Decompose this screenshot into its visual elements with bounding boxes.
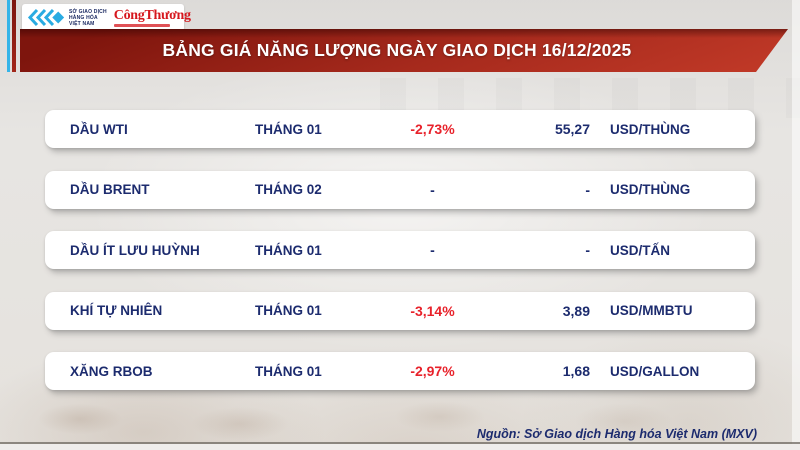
congthuong-tagline-bar: [113, 24, 170, 27]
title-banner: BẢNG GIÁ NĂNG LƯỢNG NGÀY GIAO DỊCH 16/12…: [20, 29, 788, 72]
congthuong-wordmark: CôngThương: [113, 7, 191, 23]
price-unit: USD/THÙNG: [610, 121, 691, 137]
commodity-name: KHÍ TỰ NHIÊN: [70, 303, 163, 318]
percent-change: -: [430, 242, 435, 258]
left-accent-stripe-red: [12, 0, 16, 72]
price-value: 3,89: [562, 302, 590, 319]
left-accent-stripe-cyan: [7, 0, 10, 72]
price-value: -: [585, 242, 590, 258]
price-unit: USD/GALLON: [610, 363, 700, 379]
price-unit: USD/TẤN: [610, 242, 670, 258]
contract-month: THÁNG 01: [255, 303, 322, 318]
commodity-name: DẦU ÍT LƯU HUỲNH: [70, 242, 200, 258]
commodity-name: XĂNG RBOB: [70, 363, 153, 379]
table-row: DẦU WTI THÁNG 01 -2,73% 55,27 USD/THÙNG: [45, 110, 755, 148]
price-table: DẦU WTI THÁNG 01 -2,73% 55,27 USD/THÙNG …: [45, 110, 755, 390]
congthuong-logo: CôngThương: [113, 7, 191, 27]
percent-change: -2,73%: [410, 121, 455, 137]
contract-month: THÁNG 01: [255, 242, 322, 258]
table-row: DẦU ÍT LƯU HUỲNH THÁNG 01 - - USD/TẤN: [45, 231, 755, 269]
commodity-name: DẦU WTI: [70, 121, 128, 137]
mxv-logo-text: SỞ GIAO DỊCH HÀNG HÓA VIỆT NAM: [69, 9, 107, 27]
right-edge-highlight: [792, 0, 800, 450]
percent-change: -2,97%: [410, 363, 455, 379]
price-unit: USD/THÙNG: [610, 182, 691, 197]
mxv-line-1: SỞ GIAO DỊCH: [69, 8, 107, 15]
price-value: -: [585, 181, 590, 198]
logo-plate: SỞ GIAO DỊCH HÀNG HÓA VIỆT NAM CôngThươn…: [22, 4, 191, 31]
price-unit: USD/MMBTU: [610, 303, 693, 318]
price-value: 55,27: [554, 121, 590, 137]
contract-month: THÁNG 01: [255, 121, 322, 137]
bottom-divider-line: [0, 442, 800, 444]
table-row: XĂNG RBOB THÁNG 01 -2,97% 1,68 USD/GALLO…: [45, 352, 755, 390]
price-value: 1,68: [562, 363, 590, 379]
contract-month: THÁNG 01: [255, 363, 322, 379]
table-row: DẦU BRENT THÁNG 02 - - USD/THÙNG: [45, 170, 755, 209]
page-title: BẢNG GIÁ NĂNG LƯỢNG NGÀY GIAO DỊCH 16/12…: [162, 40, 632, 60]
commodity-name: DẦU BRENT: [70, 182, 150, 197]
source-credit: Nguồn: Sở Giao dịch Hàng hóa Việt Nam (M…: [476, 427, 757, 441]
mxv-line-3: VIỆT NAM: [69, 20, 95, 27]
table-row: KHÍ TỰ NHIÊN THÁNG 01 -3,14% 3,89 USD/MM…: [45, 291, 755, 330]
mxv-line-2: HÀNG HÓA: [69, 14, 98, 21]
percent-change: -: [430, 181, 435, 198]
bottom-margin: [0, 444, 800, 450]
mxv-logo-icon: [27, 8, 65, 27]
contract-month: THÁNG 02: [255, 182, 322, 197]
percent-change: -3,14%: [410, 302, 455, 319]
